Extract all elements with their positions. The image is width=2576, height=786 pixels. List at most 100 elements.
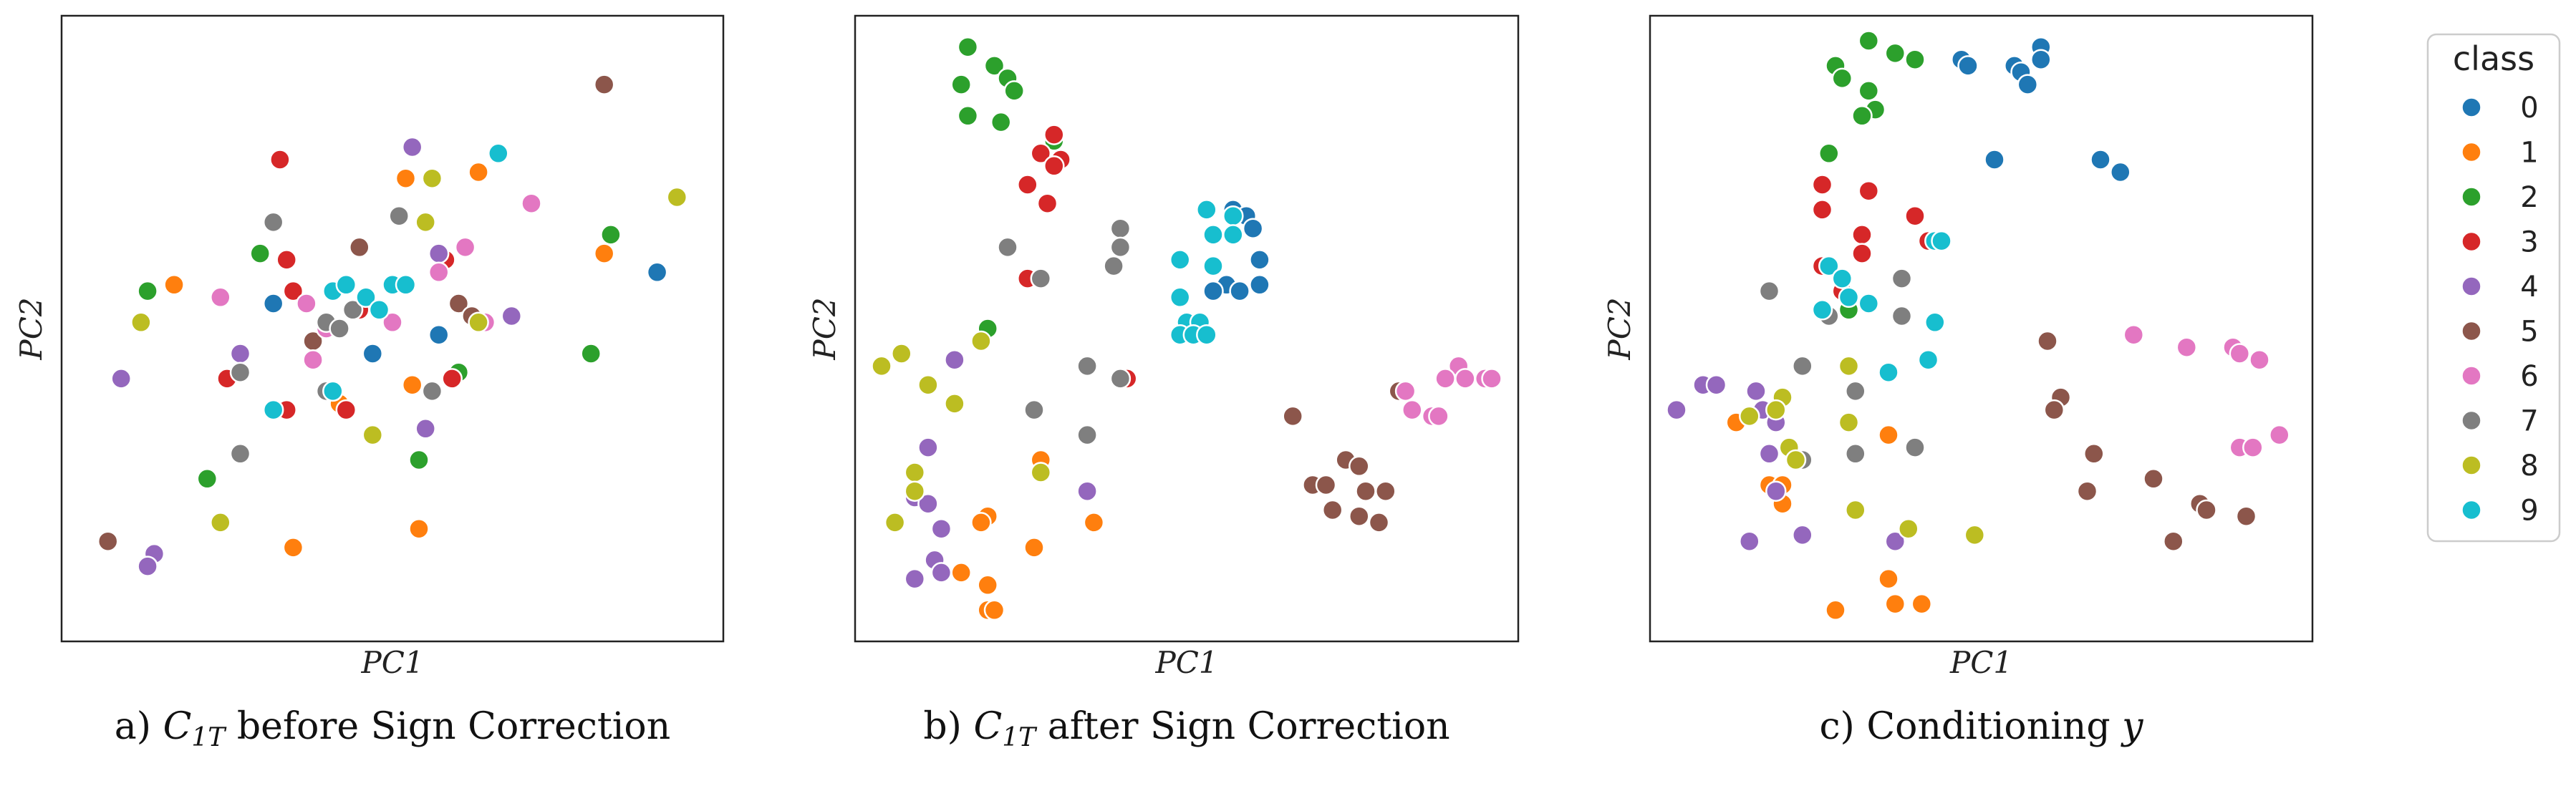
data-point <box>2143 468 2164 490</box>
x-axis-label: PC1 <box>360 645 423 680</box>
data-point <box>871 355 892 377</box>
data-point <box>917 374 939 396</box>
data-point <box>329 318 350 339</box>
data-point <box>1891 268 1913 289</box>
data-point <box>1758 280 1780 302</box>
data-point <box>1003 80 1025 102</box>
data-point <box>1321 499 1344 521</box>
data-point <box>335 274 357 296</box>
data-point <box>1083 512 1105 533</box>
legend-marker <box>2461 455 2482 476</box>
data-point <box>600 224 622 246</box>
data-point <box>1911 593 1933 615</box>
data-point <box>362 343 384 364</box>
data-point <box>282 537 304 558</box>
data-point <box>521 193 542 214</box>
data-point <box>1202 224 1224 246</box>
data-point <box>944 393 965 414</box>
data-point <box>983 55 1005 77</box>
data-point <box>282 280 304 302</box>
data-point <box>137 280 158 302</box>
data-point <box>957 105 979 127</box>
y-axis-label: PC2 <box>14 297 49 360</box>
panel-caption: a) C1T before Sign Correction <box>115 705 670 752</box>
data-point <box>1076 480 1098 502</box>
data-point <box>1891 305 1913 327</box>
data-point <box>229 362 251 383</box>
data-point <box>1349 455 1370 477</box>
data-point <box>1964 524 1986 546</box>
data-point <box>302 349 324 371</box>
data-point <box>2017 74 2039 95</box>
data-point <box>1666 399 1687 421</box>
data-point <box>1739 405 1760 427</box>
data-point <box>441 368 463 389</box>
data-point <box>593 74 615 95</box>
data-point <box>1851 224 1873 246</box>
data-point <box>1023 537 1045 558</box>
data-point <box>1043 124 1065 145</box>
data-point <box>1434 368 1456 389</box>
data-point <box>930 518 952 540</box>
legend: class 0 1 2 3 4 5 6 7 8 9 <box>2426 33 2561 543</box>
data-point <box>1792 355 1813 377</box>
data-point <box>1917 349 1939 371</box>
data-point <box>1745 380 1767 402</box>
data-point <box>415 418 436 440</box>
data-point <box>395 168 417 189</box>
y-axis-label: PC2 <box>807 297 842 360</box>
data-point <box>210 286 231 309</box>
legend-marker <box>2461 97 2482 118</box>
legend-title: class <box>2453 39 2534 78</box>
data-point <box>666 186 688 208</box>
data-point <box>1818 255 1840 277</box>
legend-marker <box>2461 186 2482 208</box>
data-point <box>1904 49 1926 70</box>
data-point <box>296 293 317 314</box>
data-point <box>1851 105 1873 127</box>
data-point <box>262 293 284 314</box>
data-point <box>1811 299 1833 321</box>
legend-label: 5 <box>2520 316 2538 349</box>
data-point <box>322 380 344 402</box>
data-point <box>917 493 939 515</box>
data-point <box>428 261 450 283</box>
data-point <box>1222 205 1244 227</box>
data-point <box>2037 330 2058 352</box>
data-point <box>428 243 450 264</box>
data-point <box>1249 274 1270 296</box>
y-axis-label: PC2 <box>1602 297 1637 360</box>
data-point <box>1838 355 1860 377</box>
legend-marker <box>2461 499 2482 521</box>
data-point <box>1349 505 1370 527</box>
data-point <box>580 343 602 364</box>
data-point <box>1785 449 1807 471</box>
data-point <box>2176 336 2198 358</box>
legend-label: 4 <box>2520 271 2538 304</box>
data-point <box>2249 349 2270 371</box>
data-point <box>1884 593 1906 615</box>
data-point <box>1984 149 2005 170</box>
data-point <box>382 311 403 334</box>
data-point <box>408 449 430 471</box>
data-point <box>2269 424 2290 446</box>
legend-box <box>2426 33 2561 543</box>
data-point <box>1043 155 1065 177</box>
data-point <box>1924 311 1946 334</box>
data-point <box>1878 568 1899 590</box>
data-point <box>349 236 370 258</box>
panel-a: PC1 PC2 a) C1T before Sign Correction <box>14 14 725 752</box>
data-point <box>2076 480 2098 502</box>
data-point <box>362 424 384 446</box>
data-point <box>1315 474 1337 496</box>
data-point <box>950 562 972 583</box>
data-point <box>1076 355 1098 377</box>
data-point <box>229 343 251 364</box>
data-point <box>957 36 979 58</box>
data-point <box>1858 293 1880 314</box>
data-point <box>1878 424 1899 446</box>
data-point <box>970 330 992 352</box>
data-point <box>1878 362 1899 383</box>
data-point <box>130 311 152 334</box>
data-point <box>1481 368 1502 389</box>
